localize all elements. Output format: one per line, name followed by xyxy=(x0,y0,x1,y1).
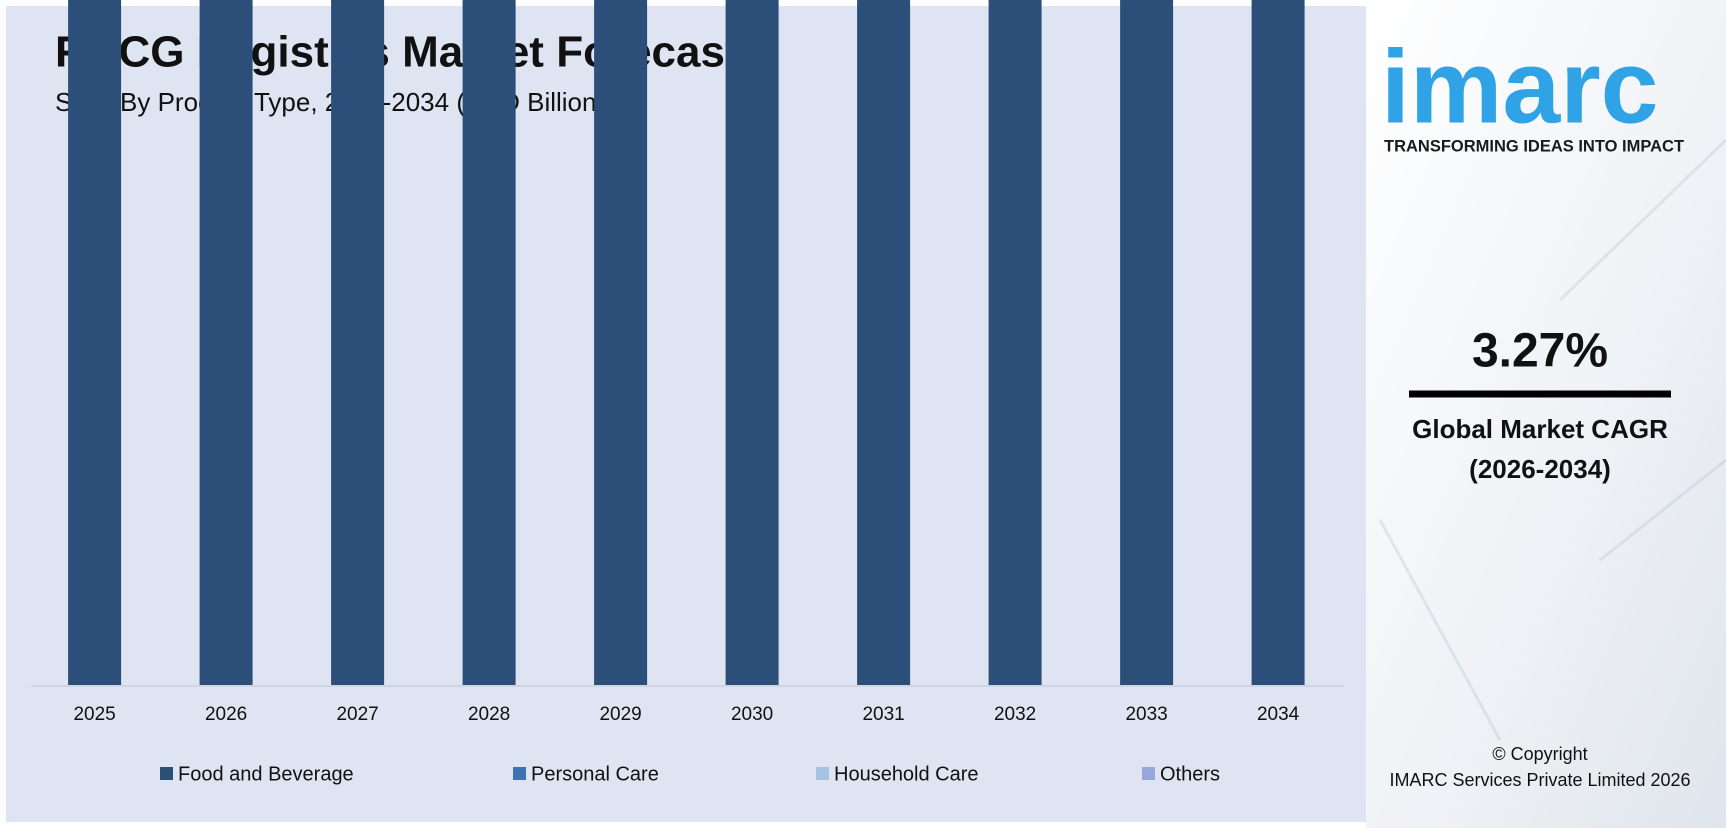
x-tick-label: 2030 xyxy=(731,704,773,725)
bar-segment xyxy=(1251,0,1305,685)
legend-swatch xyxy=(513,767,526,780)
bar-segment xyxy=(462,0,516,685)
bar-segment xyxy=(331,0,385,685)
legend-label: Food and Beverage xyxy=(178,763,354,785)
x-tick-label: 2027 xyxy=(336,704,378,725)
x-tick-label: 2032 xyxy=(994,704,1036,725)
bar-segment xyxy=(68,0,122,686)
company: IMARC Services Private Limited 2026 xyxy=(1389,770,1690,790)
cagr-period: (2026-2034) xyxy=(1469,454,1611,484)
side-decoration xyxy=(1378,138,1726,741)
x-tick-label: 2034 xyxy=(1257,704,1300,725)
chart-subtitle: Size, By Product Type, 2025-2034 (USD Bi… xyxy=(55,87,605,117)
x-tick-label: 2033 xyxy=(1125,704,1167,725)
cagr-value: 3.27% xyxy=(1472,325,1608,378)
x-tick-label: 2028 xyxy=(468,704,510,725)
legend-swatch xyxy=(1142,767,1155,780)
legend-swatch xyxy=(816,767,829,780)
bar-segment xyxy=(1120,0,1174,685)
x-tick-label: 2026 xyxy=(205,704,247,725)
copyright: © Copyright xyxy=(1492,744,1587,764)
x-tick-label: 2025 xyxy=(73,704,115,725)
cagr-label: Global Market CAGR xyxy=(1412,414,1668,444)
legend-label: Personal Care xyxy=(531,763,659,785)
side-panel xyxy=(1366,0,1726,828)
bar-segment xyxy=(857,0,911,686)
logo: imarc xyxy=(1381,29,1659,145)
legend-swatch xyxy=(160,767,173,780)
bar-segment xyxy=(988,0,1042,685)
tagline: TRANSFORMING IDEAS INTO IMPACT xyxy=(1384,137,1684,155)
bar-segment xyxy=(199,0,253,685)
x-tick-label: 2029 xyxy=(599,704,641,725)
legend-label: Others xyxy=(1160,763,1220,785)
x-tick-label: 2031 xyxy=(862,704,904,725)
legend-label: Household Care xyxy=(834,763,979,785)
bar-segment xyxy=(725,0,779,686)
bar-segment xyxy=(594,0,648,685)
